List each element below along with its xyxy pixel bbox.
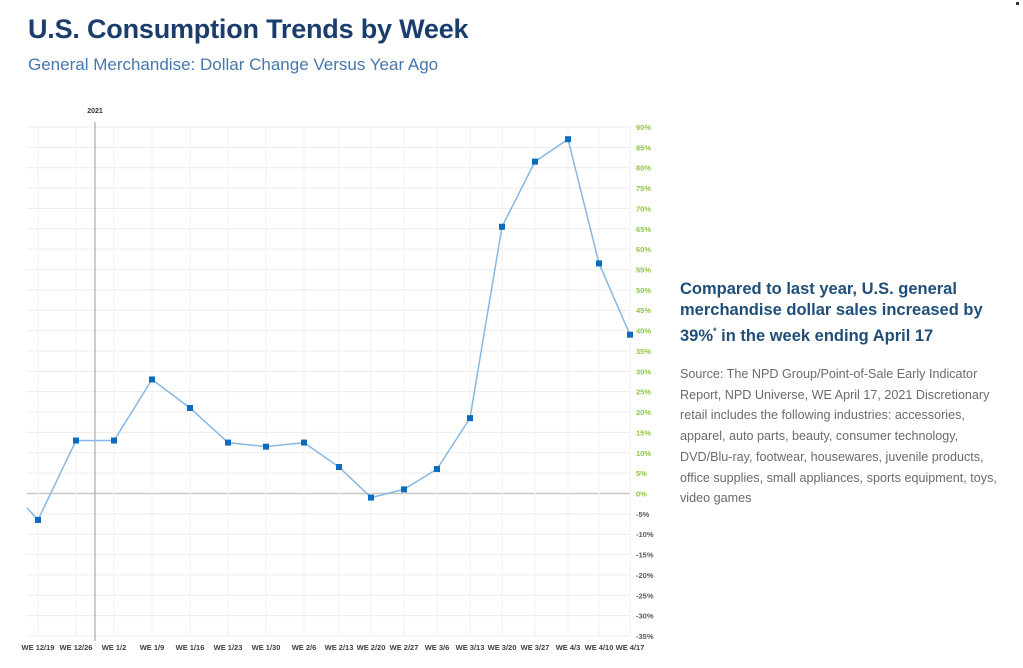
- y-tick-label: -20%: [636, 571, 654, 580]
- data-point-we-2-27: [401, 486, 407, 493]
- y-tick-label: 45%: [636, 306, 651, 315]
- gridlines: [27, 126, 631, 637]
- y-tick-label: 0%: [636, 489, 647, 498]
- callout-text: Compared to last year, U.S. general merc…: [680, 280, 983, 345]
- data-point-we-4-10: [596, 260, 602, 267]
- y-tick-label: 20%: [636, 408, 651, 417]
- data-point-we-4-3: [565, 136, 571, 143]
- x-tick-label: WE 3/20: [488, 643, 517, 652]
- data-point-we-4-17: [627, 331, 633, 338]
- series-line: [26, 138, 631, 521]
- x-tick-label: WE 4/10: [585, 643, 614, 652]
- y-tick-label: -10%: [636, 530, 654, 539]
- y-tick-label: -15%: [636, 551, 654, 560]
- data-point-we-3-13: [467, 415, 473, 422]
- callout-text-end: in the week ending April 17: [716, 327, 934, 345]
- y-tick-label: 25%: [636, 388, 651, 397]
- data-point-we-2-6: [301, 439, 307, 446]
- x-tick-label: WE 4/17: [616, 643, 645, 652]
- corner-mark: [1016, 2, 1019, 5]
- x-tick-label: WE 3/6: [425, 643, 450, 652]
- y-tick-label: 80%: [636, 164, 651, 173]
- y-tick-label: 90%: [636, 123, 651, 132]
- x-tick-label: WE 2/13: [325, 643, 354, 652]
- x-tick-label: WE 1/23: [214, 643, 243, 652]
- footnote-asterisk: *: [713, 326, 717, 336]
- data-point-we-12-19: [35, 516, 41, 523]
- data-point-we-12-26: [73, 437, 79, 444]
- x-tick-label: WE 1/16: [176, 643, 205, 652]
- y-tick-label: 70%: [636, 204, 651, 213]
- data-point-we-3-27: [532, 158, 538, 165]
- x-tick-label: WE 12/26: [60, 643, 93, 652]
- y-tick-label: 5%: [636, 469, 647, 478]
- y-tick-label: 40%: [636, 327, 651, 336]
- series-markers: [35, 136, 633, 523]
- series-path: [26, 138, 631, 521]
- data-point-we-3-20: [499, 223, 505, 230]
- year-divider: 2021: [87, 108, 103, 641]
- data-point-we-1-9: [149, 376, 155, 383]
- source-note: Source: The NPD Group/Point-of-Sale Earl…: [680, 367, 997, 506]
- x-tick-label: WE 4/3: [556, 643, 581, 652]
- x-tick-label: WE 12/19: [22, 643, 55, 652]
- x-axis-labels: WE 12/19 WE 12/26 WE 1/2 WE 1/9 WE 1/16 WE 1/…: [22, 643, 645, 652]
- chart-subtitle: General Merchandise: Dollar Change Versu…: [28, 55, 439, 74]
- y-tick-label: 35%: [636, 347, 651, 356]
- data-point-we-2-13: [336, 464, 342, 471]
- data-point-we-3-6: [434, 466, 440, 473]
- chart-title: U.S. Consumption Trends by Week: [28, 14, 469, 44]
- data-point-we-1-30: [263, 443, 269, 450]
- y-tick-label: -5%: [636, 510, 650, 519]
- data-point-we-1-23: [225, 439, 231, 446]
- y-tick-label: -25%: [636, 591, 654, 600]
- y-tick-label: -30%: [636, 612, 654, 621]
- y-tick-label: 75%: [636, 184, 651, 193]
- x-tick-label: WE 2/27: [390, 643, 419, 652]
- data-point-we-1-2: [111, 437, 117, 444]
- callout-headline: Compared to last year, U.S. general merc…: [680, 279, 1000, 347]
- y-tick-label: 85%: [636, 143, 651, 152]
- y-tick-label: -35%: [636, 632, 654, 641]
- y-tick-label: 15%: [636, 428, 651, 437]
- y-tick-label: 65%: [636, 225, 651, 234]
- x-tick-label: WE 1/9: [140, 643, 165, 652]
- y-tick-label: 60%: [636, 245, 651, 254]
- x-tick-label: WE 2/20: [357, 643, 386, 652]
- x-tick-label: WE 2/6: [292, 643, 317, 652]
- year-label: 2021: [87, 108, 103, 115]
- y-axis-ticks: -35% -30% -25% -20% -15% -10% -5% 0% 5% 10% 15% 20%…: [636, 123, 654, 641]
- data-point-we-1-16: [187, 404, 193, 411]
- x-tick-label: WE 1/30: [252, 643, 281, 652]
- x-tick-label: WE 3/13: [456, 643, 485, 652]
- y-tick-label: 55%: [636, 266, 651, 275]
- x-tick-label: WE 3/27: [521, 643, 550, 652]
- y-tick-label: 50%: [636, 286, 651, 295]
- y-tick-label: 30%: [636, 367, 651, 376]
- data-point-we-2-20: [368, 494, 374, 501]
- y-tick-label: 10%: [636, 449, 651, 458]
- x-tick-label: WE 1/2: [102, 643, 127, 652]
